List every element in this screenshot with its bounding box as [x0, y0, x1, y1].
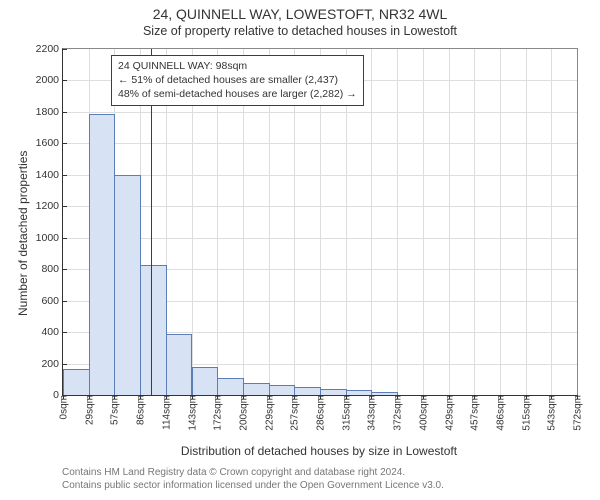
x-tick-label: 200sqm	[236, 395, 249, 431]
x-tick-label: 400sqm	[416, 395, 429, 431]
histogram-bar	[371, 392, 398, 395]
y-tick-label: 1600	[36, 137, 63, 149]
x-tick-label: 114sqm	[159, 395, 172, 430]
histogram-bar	[89, 114, 116, 395]
y-tick-label: 200	[41, 358, 63, 370]
histogram-bar	[269, 385, 296, 395]
x-tick-label: 172sqm	[211, 395, 224, 431]
histogram-bar	[63, 369, 90, 395]
y-tick-label: 1800	[36, 106, 63, 118]
footer-line: Contains HM Land Registry data © Crown c…	[62, 466, 444, 479]
y-tick-label: 2200	[36, 43, 63, 55]
x-tick-label: 457sqm	[468, 395, 481, 431]
y-tick-label: 600	[41, 295, 63, 307]
annotation-box: 24 QUINNELL WAY: 98sqm ← 51% of detached…	[111, 55, 364, 106]
x-tick-label: 29sqm	[82, 395, 95, 425]
gridline-v	[551, 49, 552, 395]
y-tick-label: 400	[41, 326, 63, 338]
x-tick-label: 486sqm	[493, 395, 506, 431]
y-axis-label: Number of detached properties	[16, 151, 30, 316]
histogram-bar	[294, 387, 321, 395]
annotation-line: 48% of semi-detached houses are larger (…	[118, 87, 357, 101]
x-tick-label: 515sqm	[519, 395, 532, 431]
y-tick-label: 800	[41, 263, 63, 275]
footer: Contains HM Land Registry data © Crown c…	[62, 466, 444, 492]
histogram-bar	[217, 378, 244, 396]
gridline-v	[526, 49, 527, 395]
y-tick-label: 1400	[36, 169, 63, 181]
x-tick-label: 343sqm	[365, 395, 378, 431]
gridline-v	[397, 49, 398, 395]
x-tick-label: 543sqm	[545, 395, 558, 431]
x-tick-label: 57sqm	[108, 395, 121, 425]
histogram-bar	[243, 383, 270, 395]
histogram-bar	[166, 334, 193, 395]
x-tick-label: 257sqm	[288, 395, 301, 431]
histogram-bar	[320, 389, 347, 395]
x-tick-label: 286sqm	[314, 395, 327, 431]
gridline-v	[449, 49, 450, 395]
gridline-v	[500, 49, 501, 395]
x-tick-label: 315sqm	[339, 395, 352, 431]
gridline-v	[474, 49, 475, 395]
histogram-bar	[192, 367, 219, 395]
x-axis-label: Distribution of detached houses by size …	[62, 444, 576, 458]
x-tick-label: 0sqm	[57, 395, 70, 419]
x-tick-label: 572sqm	[571, 395, 584, 431]
x-tick-label: 229sqm	[262, 395, 275, 431]
plot-area: 0200400600800100012001400160018002000220…	[62, 48, 578, 396]
histogram-bar	[140, 265, 167, 395]
histogram-bar	[114, 175, 141, 395]
histogram-bar	[346, 390, 373, 395]
gridline-v	[423, 49, 424, 395]
chart-container: 24, QUINNELL WAY, LOWESTOFT, NR32 4WL Si…	[0, 0, 600, 500]
x-tick-label: 429sqm	[442, 395, 455, 431]
x-tick-label: 86sqm	[134, 395, 147, 425]
chart-subtitle: Size of property relative to detached ho…	[0, 22, 600, 38]
x-tick-label: 143sqm	[185, 395, 198, 431]
annotation-line: 24 QUINNELL WAY: 98sqm	[118, 59, 357, 73]
y-tick-label: 1000	[36, 232, 63, 244]
page-title: 24, QUINNELL WAY, LOWESTOFT, NR32 4WL	[0, 0, 600, 22]
y-tick-label: 2000	[36, 74, 63, 86]
annotation-line: ← 51% of detached houses are smaller (2,…	[118, 73, 357, 87]
footer-line: Contains public sector information licen…	[62, 479, 444, 492]
x-tick-label: 372sqm	[391, 395, 404, 431]
gridline-v	[371, 49, 372, 395]
y-tick-label: 1200	[36, 200, 63, 212]
